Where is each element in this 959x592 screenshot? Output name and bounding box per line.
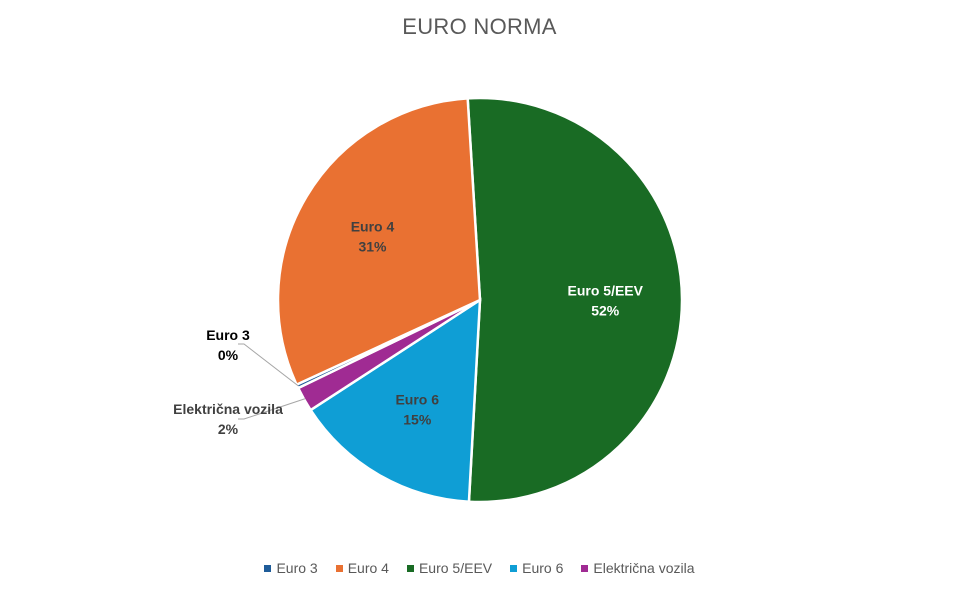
data-label-name-euro-5-eev: Euro 5/EEV [568, 283, 644, 299]
data-label-name-euro-4: Euro 4 [351, 219, 395, 235]
data-label-name-euro-6: Euro 6 [395, 391, 439, 407]
leader-line-elektri-na-vozila [238, 398, 306, 420]
legend-item-euro-4: Euro 4 [335, 560, 389, 576]
legend-swatch-euro-3 [264, 564, 272, 572]
legend-label-euro-4: Euro 4 [347, 560, 389, 576]
leader-line-euro-3 [238, 343, 299, 387]
data-label-name-elektri-na-vozila: Električna vozila [173, 401, 283, 417]
legend-swatch-elektri-na-vozila [581, 564, 589, 572]
legend: Euro 3 Euro 4 Euro 5/EEV Euro 6 Električna v… [0, 560, 959, 576]
legend-item-euro-6: Euro 6 [510, 560, 563, 576]
legend-swatch-euro-4 [335, 564, 343, 572]
data-label-name-euro-3: Euro 3 [206, 327, 250, 343]
data-label-pct-euro-3: 0% [218, 347, 239, 363]
legend-item-euro-5-eev: Euro 5/EEV [406, 560, 493, 576]
pie-slice-euro-6 [308, 297, 482, 504]
legend-label-euro-6: Euro 6 [522, 560, 564, 576]
legend-label-euro-3: Euro 3 [276, 560, 318, 576]
legend-swatch-euro-5-eev [406, 564, 414, 572]
data-label-pct-euro-6: 15% [403, 411, 432, 427]
legend-label-euro-5-eev: Euro 5/EEV [418, 560, 493, 576]
chart-title: EURO NORMA [402, 14, 557, 39]
data-label-pct-euro-5-eev: 52% [591, 303, 620, 319]
data-label-pct-euro-4: 31% [358, 239, 387, 255]
legend-swatch-euro-6 [510, 564, 518, 572]
pie-slice-euro-5-eev [466, 96, 684, 504]
data-label-pct-elektri-na-vozila: 2% [218, 421, 239, 437]
legend-item-euro-3: Euro 3 [264, 560, 318, 576]
legend-label-elektri-na-vozila: Električna vozila [593, 560, 695, 576]
legend-item-elektri-na-vozila: Električna vozila [581, 560, 695, 576]
pie-slice-euro-4 [276, 97, 482, 387]
